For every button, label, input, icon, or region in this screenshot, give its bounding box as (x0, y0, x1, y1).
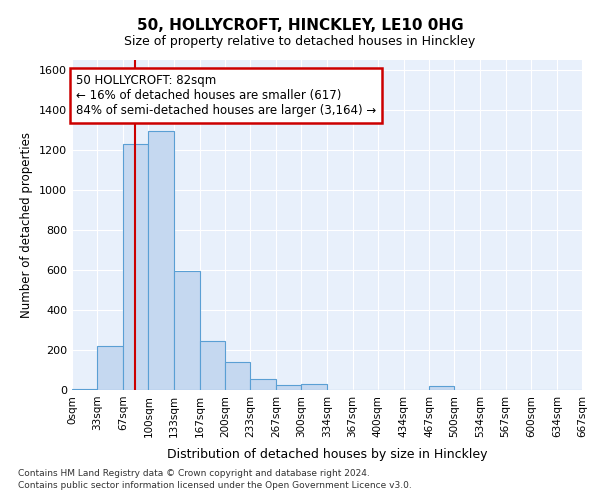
Text: Contains HM Land Registry data © Crown copyright and database right 2024.: Contains HM Land Registry data © Crown c… (18, 468, 370, 477)
Text: 50, HOLLYCROFT, HINCKLEY, LE10 0HG: 50, HOLLYCROFT, HINCKLEY, LE10 0HG (137, 18, 463, 32)
Bar (148, 131, 173, 390)
Y-axis label: Number of detached properties: Number of detached properties (20, 132, 34, 318)
Bar (225, 362, 250, 390)
Text: Size of property relative to detached houses in Hinckley: Size of property relative to detached ho… (124, 35, 476, 48)
Bar (429, 386, 454, 390)
Text: Contains public sector information licensed under the Open Government Licence v3: Contains public sector information licen… (18, 481, 412, 490)
Bar (173, 271, 200, 390)
Bar (250, 379, 276, 390)
Bar (200, 341, 225, 390)
Text: 50 HOLLYCROFT: 82sqm
← 16% of detached houses are smaller (617)
84% of semi-deta: 50 HOLLYCROFT: 82sqm ← 16% of detached h… (76, 74, 376, 117)
Bar (97, 346, 123, 390)
Bar (276, 385, 301, 390)
Bar (123, 144, 148, 390)
Bar (72, 389, 97, 390)
Bar (301, 384, 328, 390)
X-axis label: Distribution of detached houses by size in Hinckley: Distribution of detached houses by size … (167, 448, 487, 461)
